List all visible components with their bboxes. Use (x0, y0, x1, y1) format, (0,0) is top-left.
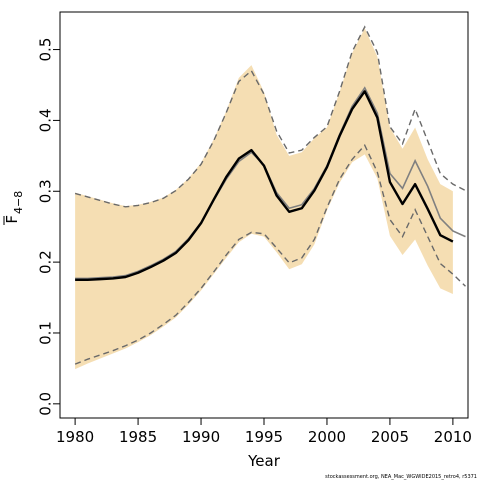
x-axis-title: Year (247, 452, 281, 470)
confidence-band (75, 28, 453, 370)
footnote: stockassessment.org, NEA_Mac_WGWIDE2015_… (325, 474, 477, 480)
plot-area (74, 25, 466, 370)
x-tick-label: 1980 (56, 428, 94, 446)
y-axis-title-main: F (3, 215, 21, 224)
y-tick-label: 0.5 (37, 38, 55, 62)
y-axis-title-subscript: 4−8 (12, 191, 25, 214)
y-tick-label: 0.2 (37, 250, 55, 274)
retro-upper-bound-line (74, 25, 466, 208)
y-tick-label: 0.4 (37, 108, 55, 132)
y-axis-title: F 4−8 (3, 191, 25, 225)
x-tick-label: 1995 (245, 428, 283, 446)
y-tick-label: 0.3 (37, 179, 55, 203)
y-tick-label: 0.1 (37, 321, 55, 345)
x-tick-label: 2010 (434, 428, 472, 446)
estimate-line (75, 90, 454, 282)
x-axis: 1980 1985 1990 1995 2000 2005 2010 (56, 418, 472, 446)
x-tick-label: 2000 (308, 428, 346, 446)
y-axis: 0.0 0.1 0.2 0.3 0.4 0.5 (37, 38, 60, 416)
x-tick-label: 1985 (119, 428, 157, 446)
y-tick-label: 0.0 (37, 392, 55, 416)
x-tick-label: 2005 (371, 428, 409, 446)
x-tick-label: 1990 (182, 428, 220, 446)
